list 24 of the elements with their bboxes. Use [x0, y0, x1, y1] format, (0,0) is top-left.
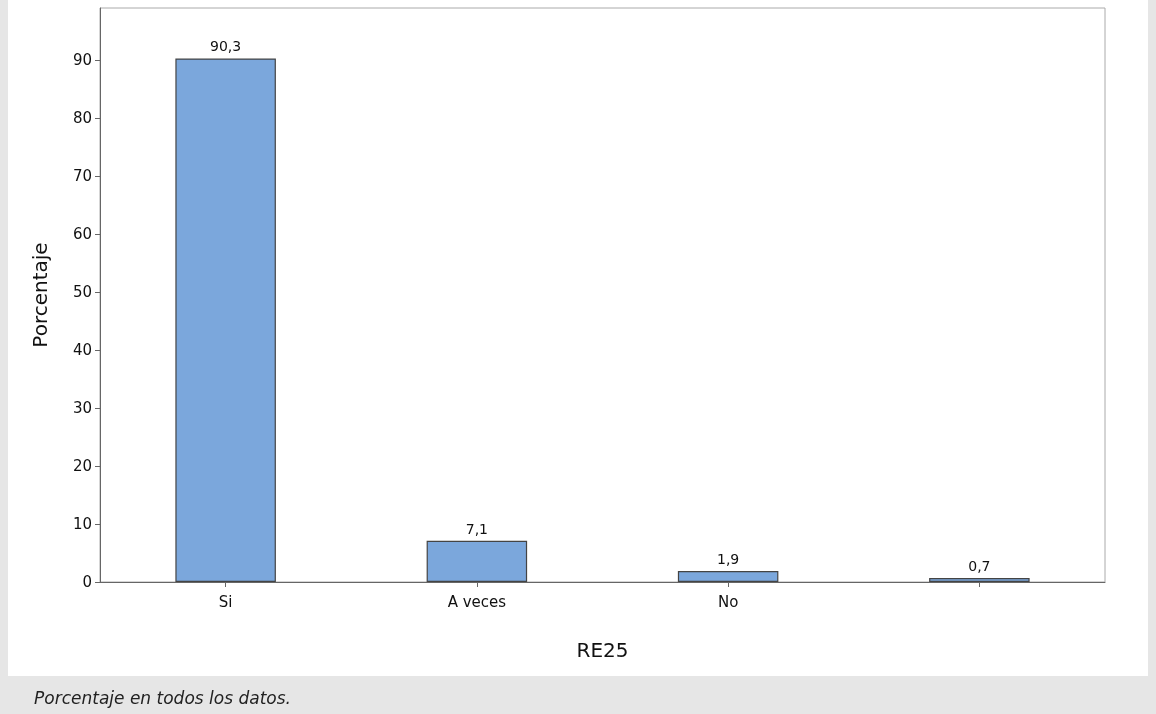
data-label: 1,9	[716, 550, 740, 567]
y-axis-title: Porcentaje	[28, 242, 52, 348]
text: Porcentaje en todos los datos.	[34, 688, 291, 708]
bar	[426, 540, 528, 582]
y-tick-label: 50	[72, 283, 92, 302]
y-tick-label: 90	[72, 51, 92, 70]
data-label: 0,7	[968, 557, 991, 574]
y-tick-label: 70	[72, 167, 92, 186]
data-label: 90,3	[210, 38, 242, 55]
y-tick-label: 30	[72, 399, 92, 418]
x-tick-label: Si	[218, 592, 233, 611]
y-tick-label: 60	[72, 225, 92, 244]
x-axis-title: RE25	[576, 638, 629, 662]
y-tick-label: 40	[72, 341, 92, 360]
bar	[175, 58, 276, 582]
data-label: 7,1	[465, 520, 489, 537]
y-tick-label: 20	[72, 457, 92, 476]
y-tick-label: 80	[72, 109, 92, 128]
x-tick-label: No	[717, 592, 739, 611]
y-tick-label: 10	[72, 515, 92, 534]
x-tick-label: A veces	[447, 592, 507, 611]
y-tick-label: 0	[82, 573, 92, 591]
bar	[929, 577, 1030, 582]
bar	[677, 570, 779, 582]
